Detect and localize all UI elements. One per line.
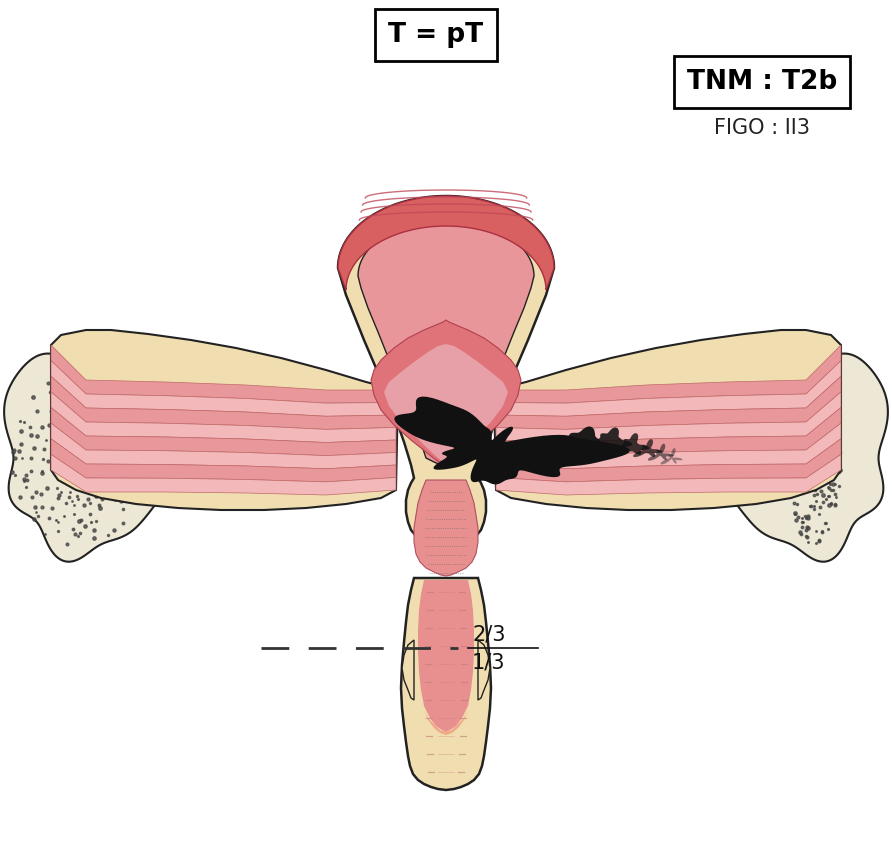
Text: 2/3: 2/3 <box>472 624 506 644</box>
Polygon shape <box>615 433 649 455</box>
Polygon shape <box>338 196 554 290</box>
Polygon shape <box>496 377 841 429</box>
Polygon shape <box>724 353 888 562</box>
Polygon shape <box>51 330 398 510</box>
Polygon shape <box>51 345 396 403</box>
Polygon shape <box>660 448 682 464</box>
Polygon shape <box>496 438 841 482</box>
Polygon shape <box>402 640 414 700</box>
Polygon shape <box>558 426 611 459</box>
Polygon shape <box>51 360 396 416</box>
Polygon shape <box>414 480 478 576</box>
Polygon shape <box>51 408 396 456</box>
Polygon shape <box>591 427 632 452</box>
Polygon shape <box>478 640 490 700</box>
Polygon shape <box>496 360 841 416</box>
Polygon shape <box>648 444 673 461</box>
Polygon shape <box>358 220 534 466</box>
Polygon shape <box>51 423 396 468</box>
Polygon shape <box>418 580 474 732</box>
Polygon shape <box>51 377 396 429</box>
Polygon shape <box>338 196 554 547</box>
Polygon shape <box>496 455 841 495</box>
Polygon shape <box>494 330 841 510</box>
Polygon shape <box>633 439 663 457</box>
Polygon shape <box>401 578 491 790</box>
Polygon shape <box>424 710 468 735</box>
Text: T = pT: T = pT <box>388 22 483 48</box>
Polygon shape <box>496 408 841 456</box>
Polygon shape <box>496 345 841 403</box>
Text: TNM : T2b: TNM : T2b <box>687 69 837 95</box>
Polygon shape <box>51 438 396 482</box>
Text: FIGO : II3: FIGO : II3 <box>714 118 810 138</box>
Polygon shape <box>4 353 168 562</box>
Polygon shape <box>51 392 396 443</box>
Text: 1/3: 1/3 <box>472 652 506 672</box>
Polygon shape <box>51 455 396 495</box>
Polygon shape <box>394 396 630 485</box>
Polygon shape <box>496 392 841 443</box>
Polygon shape <box>496 423 841 468</box>
Polygon shape <box>371 320 521 466</box>
Polygon shape <box>384 344 508 464</box>
